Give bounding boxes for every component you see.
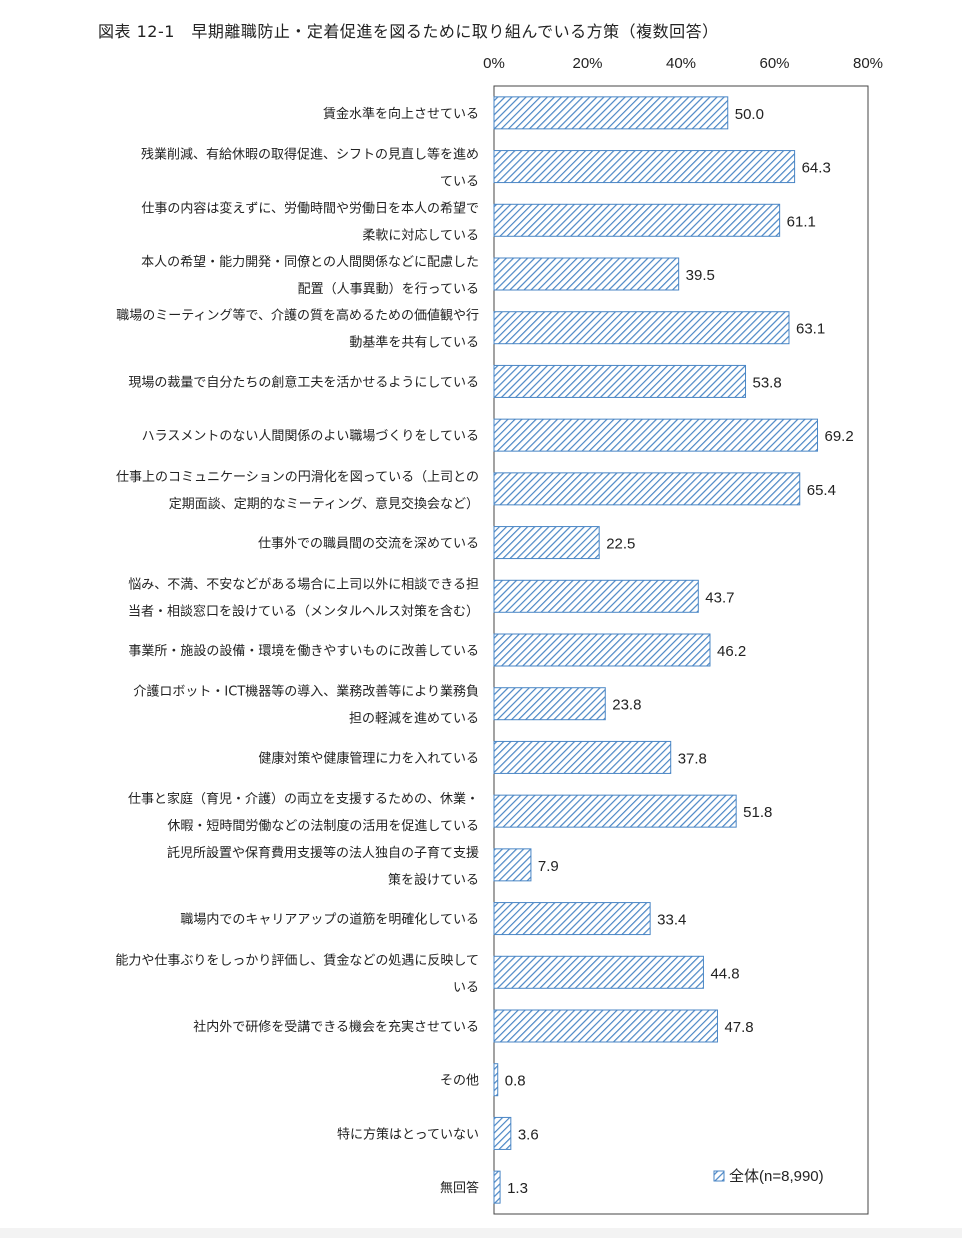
- category-label: 仕事上のコミュニケーションの円滑化を図っている（上司との定期面談、定期的なミーテ…: [116, 470, 479, 512]
- bar: [493, 579, 699, 613]
- bar: [493, 848, 532, 882]
- data-label: 53.8: [753, 374, 782, 391]
- category-label: 残業削減、有給休暇の取得促進、シフトの見直し等を進めている: [141, 147, 479, 190]
- bar: [493, 794, 737, 828]
- data-label: 69.2: [825, 428, 854, 445]
- category-label: 無回答: [440, 1180, 479, 1196]
- data-label: 46.2: [717, 643, 746, 660]
- x-tick-label: 80%: [853, 55, 883, 72]
- category-label: 現場の裁量で自分たちの創意工夫を活かせるようにしている: [128, 374, 479, 390]
- x-axis-ticks: 0% 20% 40% 60% 80%: [483, 55, 883, 72]
- x-tick-label: 60%: [759, 55, 789, 72]
- category-label: 特に方策はとっていない: [337, 1126, 479, 1142]
- category-label: 健康対策や健康管理に力を入れている: [258, 750, 479, 766]
- data-label: 39.5: [686, 267, 715, 284]
- category-label: 職場のミーティング等で、介護の質を高めるための価値観や行動基準を共有している: [116, 308, 479, 351]
- data-label: 0.8: [505, 1073, 526, 1090]
- bar: [493, 257, 680, 291]
- x-tick-label: 0%: [483, 55, 505, 72]
- bar: [493, 418, 819, 452]
- data-label: 63.1: [796, 321, 825, 338]
- category-label: 賃金水準を向上させている: [323, 106, 479, 122]
- bar: [493, 633, 711, 667]
- data-label: 43.7: [705, 589, 734, 606]
- bar: [493, 472, 801, 506]
- bar: [493, 1116, 512, 1150]
- category-label: 仕事と家庭（育児・介護）の両立を支援するための、休業・休暇・短時間労働などの法制…: [128, 791, 479, 834]
- bar: [493, 1170, 501, 1204]
- data-label: 22.5: [606, 536, 635, 553]
- legend-swatch: [713, 1170, 725, 1182]
- category-label: 託児所設置や保育費用支援等の法人独自の子育て支援策を設けている: [167, 845, 479, 888]
- bar-series: [493, 96, 819, 1204]
- bar: [493, 740, 672, 774]
- x-tick-label: 20%: [572, 55, 602, 72]
- legend-label: 全体(n=8,990): [729, 1167, 824, 1185]
- category-label: 社内外で研修を受講できる機会を充実させている: [193, 1019, 479, 1035]
- bar: [493, 203, 781, 237]
- category-label: 事業所・施設の設備・環境を働きやすいものに改善している: [128, 643, 479, 659]
- bar: [493, 150, 796, 184]
- bar: [493, 1063, 499, 1097]
- data-label: 64.3: [802, 160, 831, 177]
- category-label: 仕事外での職員間の交流を深めている: [258, 536, 479, 552]
- data-label: 37.8: [678, 750, 707, 767]
- legend: 全体(n=8,990): [713, 1167, 824, 1185]
- category-label: 悩み、不満、不安などがある場合に上司以外に相談できる担当者・相談窓口を設けている…: [128, 576, 479, 619]
- bar: [493, 902, 651, 936]
- category-label: 能力や仕事ぶりをしっかり評価し、賃金などの処遇に反映している: [115, 952, 479, 995]
- bar: [493, 687, 606, 721]
- data-label: 65.4: [807, 482, 836, 499]
- bar: [493, 1009, 718, 1043]
- category-labels: 賃金水準を向上させている残業削減、有給休暇の取得促進、シフトの見直し等を進めてい…: [115, 106, 479, 1196]
- data-label: 7.9: [538, 858, 559, 875]
- page-bottom-band: [0, 1228, 962, 1238]
- data-label: 50.0: [735, 106, 764, 123]
- x-tick-label: 40%: [666, 55, 696, 72]
- bar: [493, 955, 704, 989]
- category-label: その他: [440, 1074, 479, 1089]
- data-label: 47.8: [724, 1019, 753, 1036]
- data-label: 23.8: [612, 697, 641, 714]
- category-label: ハラスメントのない人間関係のよい職場づくりをしている: [142, 429, 479, 444]
- value-labels: 50.0 64.3 61.1 39.5 63.1 53.8 69.2 65.4 22.5 43.7…: [505, 106, 854, 1197]
- category-label: 仕事の内容は変えずに、労働時間や労働日を本人の希望で柔軟に対応している: [141, 200, 479, 243]
- bar: [493, 364, 747, 398]
- bar: [493, 96, 729, 130]
- data-label: 33.4: [657, 912, 686, 929]
- bar: [493, 526, 600, 560]
- data-label: 44.8: [710, 965, 739, 982]
- data-label: 1.3: [507, 1180, 528, 1197]
- data-label: 51.8: [743, 804, 772, 821]
- data-label: 3.6: [518, 1126, 539, 1143]
- category-label: 介護ロボット・ICT機器等の導入、業務改善等により業務負担の軽減を進めている: [133, 684, 479, 727]
- data-label: 61.1: [787, 213, 816, 230]
- bar: [493, 311, 790, 345]
- category-label: 職場内でのキャリアアップの道筋を明確化している: [180, 912, 479, 928]
- category-label: 本人の希望・能力開発・同僚との人間関係などに配慮した配置（人事異動）を行っている: [141, 254, 479, 297]
- chart-title: 図表 12-1 早期離職防止・定着促進を図るために取り組んでいる方策（複数回答）: [98, 22, 719, 41]
